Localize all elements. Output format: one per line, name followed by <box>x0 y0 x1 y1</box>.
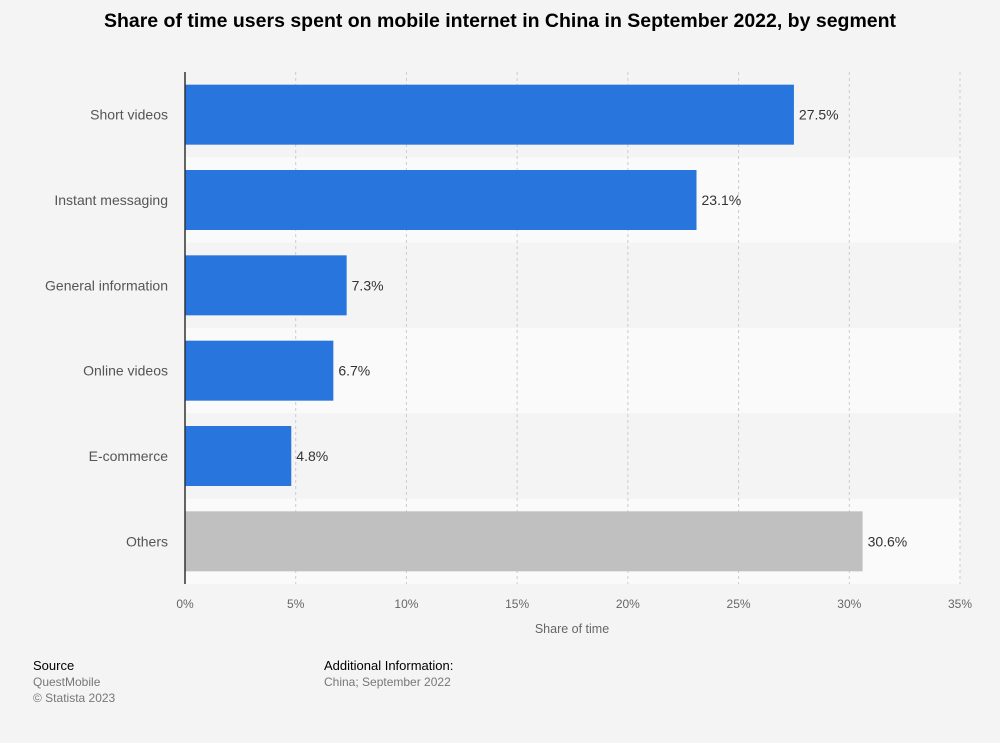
category-labels: Short videos Instant messaging General inf… <box>45 107 168 550</box>
value-label: 23.1% <box>702 192 742 208</box>
info-heading: Additional Information: <box>324 658 454 673</box>
value-label: 6.7% <box>338 363 370 379</box>
bar <box>185 511 863 572</box>
category-label: General information <box>45 277 168 293</box>
x-tick-label: 5% <box>287 597 305 611</box>
bar <box>185 84 794 145</box>
info-line: China; September 2022 <box>324 675 451 689</box>
chart-title: Share of time users spent on mobile inte… <box>103 10 897 32</box>
x-tick-labels: 0% 5% 10% 15% 20% 25% 30% 35% <box>176 597 972 611</box>
row-bands <box>185 72 960 584</box>
source-line: QuestMobile <box>33 675 101 689</box>
value-label: 27.5% <box>799 107 839 123</box>
gridlines <box>295 72 961 584</box>
bar <box>185 255 347 316</box>
category-label: Others <box>126 533 168 549</box>
copyright-line: © Statista 2023 <box>33 691 116 705</box>
x-tick-label: 0% <box>176 597 194 611</box>
x-axis-label: Share of time <box>535 622 609 636</box>
x-tick-label: 25% <box>727 597 751 611</box>
value-label: 7.3% <box>352 277 384 293</box>
value-label: 4.8% <box>296 448 328 464</box>
bar <box>185 426 292 486</box>
x-tick-label: 20% <box>616 597 640 611</box>
bar-chart: Short videos Instant messaging General inf… <box>45 72 972 636</box>
bar <box>185 170 697 230</box>
category-label: E-commerce <box>89 448 169 464</box>
category-label: Short videos <box>90 107 168 123</box>
additional-info-block: Additional Information: China; September… <box>324 658 453 690</box>
source-block: Source QuestMobile © Statista 2023 <box>33 658 115 706</box>
category-label: Online videos <box>83 363 168 379</box>
category-label: Instant messaging <box>54 192 168 208</box>
bar <box>185 340 334 401</box>
source-heading: Source <box>33 658 75 673</box>
x-tick-label: 35% <box>948 597 972 611</box>
bars <box>185 84 863 572</box>
x-tick-label: 30% <box>837 597 861 611</box>
x-tick-label: 10% <box>394 597 418 611</box>
x-tick-label: 15% <box>505 597 529 611</box>
row-band <box>185 413 960 499</box>
value-labels: 27.5% 23.1% 7.3% 6.7% 4.8% 30.6% <box>296 107 907 550</box>
value-label: 30.6% <box>868 533 908 549</box>
